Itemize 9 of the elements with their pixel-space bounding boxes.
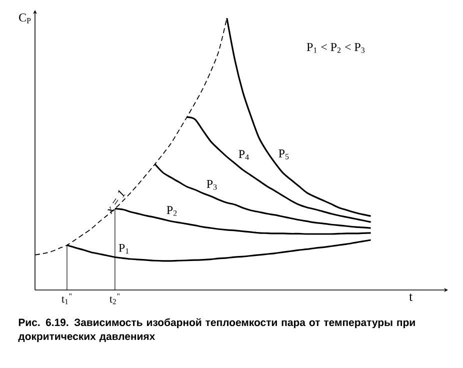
annotation: P$_{1}$ < P$_{2}$ < P$_{3}$ — [306, 43, 365, 53]
series-label: P$_{2}$ — [166, 206, 177, 216]
y-axis-title: C$_{P}$ — [19, 14, 31, 24]
series-label: P$_{4}$ — [238, 150, 249, 160]
series-label: P$_{5}$ — [278, 150, 289, 160]
series-label: P$_{1}$ — [118, 244, 129, 254]
x-axis-title: t — [409, 294, 413, 301]
text: Рис. 6.19. Зависимость изобарной теплоемкости пара от температуры при докритических давлениях — [18, 318, 415, 342]
series-label: P$_{3}$ — [206, 180, 217, 190]
